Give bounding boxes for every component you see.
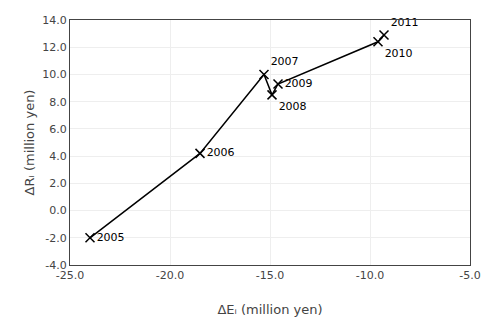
svg-text:2008: 2008 — [279, 100, 307, 113]
svg-text:-5.0: -5.0 — [459, 269, 480, 282]
svg-text:2010: 2010 — [385, 47, 413, 60]
svg-text:2.0: 2.0 — [49, 177, 67, 190]
svg-text:2009: 2009 — [285, 77, 313, 90]
svg-text:-10.0: -10.0 — [356, 269, 384, 282]
svg-text:-2.0: -2.0 — [45, 232, 66, 245]
svg-text:6.0: 6.0 — [49, 123, 67, 136]
svg-text:2005: 2005 — [97, 231, 125, 244]
svg-text:-15.0: -15.0 — [256, 269, 284, 282]
svg-text:10.0: 10.0 — [42, 68, 67, 81]
svg-text:2007: 2007 — [271, 55, 299, 68]
svg-text:-4.0: -4.0 — [45, 259, 66, 272]
svg-text:8.0: 8.0 — [49, 96, 67, 109]
svg-text:2011: 2011 — [391, 16, 419, 29]
svg-text:2006: 2006 — [207, 146, 235, 159]
svg-text:-25.0: -25.0 — [56, 269, 84, 282]
svg-text:ΔEᵢ (million yen): ΔEᵢ (million yen) — [217, 302, 322, 317]
svg-text:4.0: 4.0 — [49, 150, 67, 163]
svg-text:0.0: 0.0 — [49, 204, 67, 217]
svg-text:-20.0: -20.0 — [156, 269, 184, 282]
svg-text:ΔRᵢ (million yen): ΔRᵢ (million yen) — [22, 90, 37, 196]
svg-text:14.0: 14.0 — [42, 14, 67, 27]
svg-text:12.0: 12.0 — [42, 41, 67, 54]
